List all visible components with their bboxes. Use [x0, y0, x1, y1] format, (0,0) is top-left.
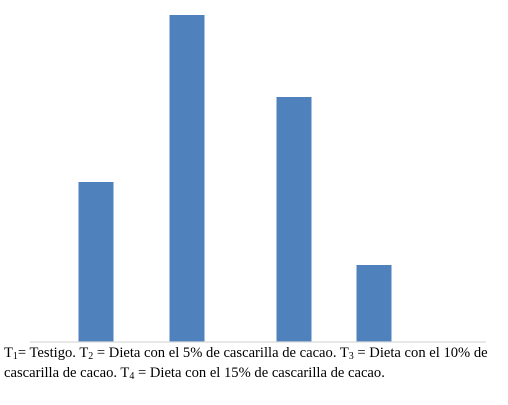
figure-caption: T1= Testigo. T2 = Dieta con el 5% de cas… [4, 344, 504, 383]
bar-t3 [276, 97, 312, 342]
bar-t1 [78, 182, 114, 342]
caption-text: = Testigo. T [17, 345, 89, 361]
caption-text: = Dieta con el 5% de cascarilla de cacao… [93, 345, 349, 361]
caption-subscript: 2 [88, 351, 94, 362]
bar-chart [30, 15, 486, 343]
caption-text: = Dieta con el 15% de cascarilla de caca… [134, 364, 385, 381]
bar-t4 [356, 265, 392, 342]
caption-subscript: 1 [12, 351, 18, 362]
caption-text: = Dieta con el 10% de cascarilla de caca… [4, 345, 488, 381]
caption-subscript: 4 [129, 370, 135, 382]
bar-t2 [169, 15, 205, 342]
caption-subscript: 3 [348, 351, 354, 362]
caption-text: T [4, 345, 13, 361]
bars-group [78, 15, 392, 342]
